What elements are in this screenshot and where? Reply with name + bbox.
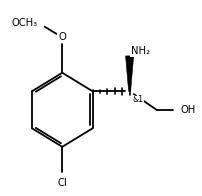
Text: O: O: [58, 32, 66, 42]
Text: OH: OH: [181, 105, 196, 115]
Text: OCH₃: OCH₃: [12, 18, 38, 28]
Polygon shape: [126, 56, 134, 91]
Text: NH₂: NH₂: [131, 46, 150, 56]
Text: &1: &1: [132, 95, 143, 104]
Text: Cl: Cl: [57, 178, 67, 188]
